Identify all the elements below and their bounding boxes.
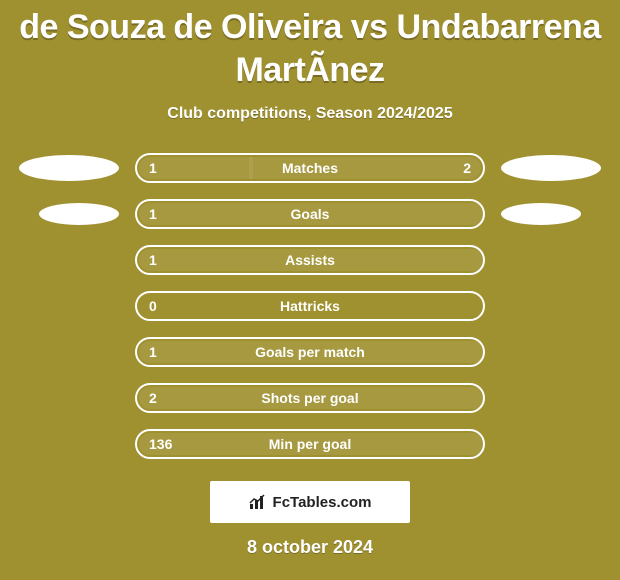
value-left: 1 [149, 252, 157, 268]
value-left: 136 [149, 436, 172, 452]
stat-label: Goals [291, 206, 330, 222]
stat-pill: 1 2 Matches [135, 153, 485, 183]
stat-pill: 2 Shots per goal [135, 383, 485, 413]
stat-row: 1 Goals [0, 199, 620, 229]
value-right: 2 [463, 160, 471, 176]
stat-pill: 1 Goals per match [135, 337, 485, 367]
stat-label: Shots per goal [261, 390, 358, 406]
stat-row: 2 Shots per goal [0, 383, 620, 413]
value-left: 1 [149, 160, 157, 176]
chart-icon [249, 494, 267, 510]
stat-label: Goals per match [255, 344, 365, 360]
value-left: 1 [149, 206, 157, 222]
stat-pill: 0 Hattricks [135, 291, 485, 321]
ellipse-right [501, 203, 581, 225]
ellipse-left [19, 155, 119, 181]
stat-row: 1 Assists [0, 245, 620, 275]
stat-label: Hattricks [280, 298, 340, 314]
ellipse-left [39, 203, 119, 225]
value-left: 1 [149, 344, 157, 360]
stat-row: 1 2 Matches [0, 153, 620, 183]
stats-rows: 1 2 Matches 1 Goals 1 Assists 0 Hattricks 1 Goals … [0, 153, 620, 459]
date-label: 8 october 2024 [0, 537, 620, 558]
value-left: 2 [149, 390, 157, 406]
ellipse-right [501, 155, 601, 181]
brand-label: FcTables.com [273, 494, 372, 511]
page-title: de Souza de Oliveira vs Undabarrena Mart… [0, 0, 620, 91]
stat-label: Min per goal [269, 436, 351, 452]
subtitle: Club competitions, Season 2024/2025 [0, 105, 620, 123]
stat-row: 1 Goals per match [0, 337, 620, 367]
stat-row: 0 Hattricks [0, 291, 620, 321]
stat-pill: 136 Min per goal [135, 429, 485, 459]
brand-box[interactable]: FcTables.com [210, 481, 410, 523]
stat-label: Assists [285, 252, 335, 268]
stat-pill: 1 Goals [135, 199, 485, 229]
value-left: 0 [149, 298, 157, 314]
stat-label: Matches [282, 160, 338, 176]
stat-pill: 1 Assists [135, 245, 485, 275]
stat-row: 136 Min per goal [0, 429, 620, 459]
